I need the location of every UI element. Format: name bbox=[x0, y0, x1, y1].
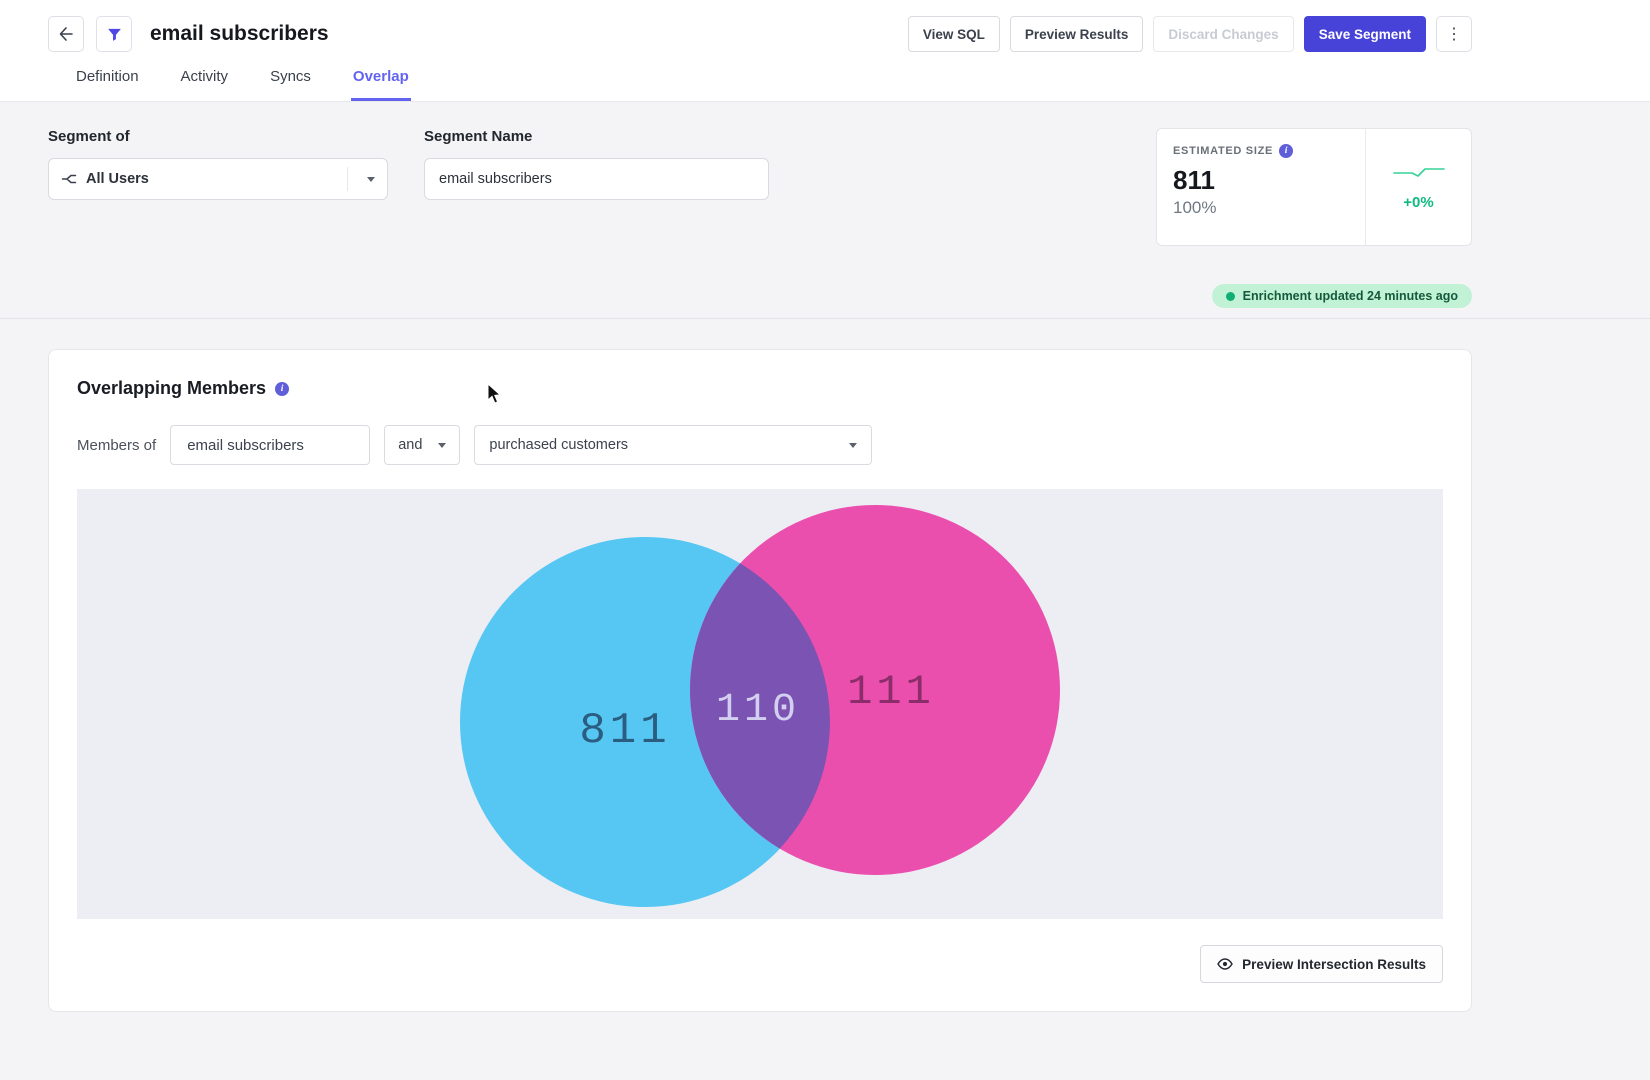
overlapping-members-card: Overlapping Members i Members of email s… bbox=[48, 349, 1472, 1012]
tab-overlap[interactable]: Overlap bbox=[350, 62, 411, 101]
operator-value: and bbox=[398, 437, 423, 453]
dropdown-divider bbox=[347, 167, 348, 191]
funnel-icon bbox=[107, 28, 121, 41]
segment-of-dropdown[interactable]: All Users bbox=[48, 158, 388, 200]
status-dot-icon bbox=[1225, 291, 1235, 301]
chevron-down-icon bbox=[849, 442, 858, 448]
venn-right-value: 111 bbox=[847, 668, 935, 716]
segment-of-value: All Users bbox=[86, 171, 149, 187]
segment-name-input[interactable] bbox=[424, 158, 769, 200]
tab-bar: Definition Activity Syncs Overlap bbox=[48, 62, 1472, 101]
discard-changes-button[interactable]: Discard Changes bbox=[1153, 16, 1294, 52]
chevron-down-icon bbox=[438, 442, 447, 448]
chevron-down-icon bbox=[367, 176, 375, 182]
preview-intersection-label: Preview Intersection Results bbox=[1242, 956, 1426, 972]
back-button[interactable] bbox=[48, 16, 84, 52]
enrichment-status-text: Enrichment updated 24 minutes ago bbox=[1242, 289, 1458, 303]
overlapping-members-heading: Overlapping Members bbox=[77, 378, 267, 398]
preview-intersection-button[interactable]: Preview Intersection Results bbox=[1200, 945, 1443, 983]
venn-intersection bbox=[690, 563, 830, 849]
venn-diagram-panel: 811 110 111 bbox=[77, 489, 1443, 919]
info-icon[interactable]: i bbox=[1279, 144, 1294, 158]
view-sql-button[interactable]: View SQL bbox=[907, 16, 1000, 52]
preview-results-button[interactable]: Preview Results bbox=[1009, 16, 1144, 52]
venn-diagram: 811 110 111 bbox=[460, 505, 1060, 907]
trend-sparkline bbox=[1392, 167, 1445, 177]
kebab-icon: ⋮ bbox=[1446, 26, 1462, 43]
tab-activity[interactable]: Activity bbox=[180, 68, 229, 85]
trend-percent: +0% bbox=[1403, 193, 1434, 211]
estimated-size-value: 811 bbox=[1173, 165, 1215, 195]
tab-syncs[interactable]: Syncs bbox=[270, 68, 311, 85]
estimated-size-percent: 100% bbox=[1173, 198, 1217, 217]
right-segment-value: purchased customers bbox=[489, 437, 629, 453]
venn-left-value: 811 bbox=[579, 706, 670, 756]
left-segment-box[interactable]: email subscribers bbox=[170, 425, 371, 465]
venn-intersection-value: 110 bbox=[716, 688, 800, 733]
tab-definition[interactable]: Definition bbox=[76, 68, 139, 85]
segment-form-band: Segment of All Users Segment Name bbox=[0, 102, 1650, 319]
segment-name-field: Segment Name bbox=[424, 128, 769, 200]
main-content: Overlapping Members i Members of email s… bbox=[0, 319, 1650, 1012]
estimated-size-label: ESTIMATED SIZE bbox=[1173, 145, 1274, 157]
right-segment-select[interactable]: purchased customers bbox=[474, 425, 873, 465]
segment-of-label: Segment of bbox=[48, 128, 130, 145]
overflow-menu-button[interactable]: ⋮ bbox=[1436, 16, 1472, 52]
members-of-label: Members of bbox=[77, 436, 157, 454]
save-segment-button[interactable]: Save Segment bbox=[1303, 16, 1426, 52]
page-title: email subscribers bbox=[150, 22, 329, 45]
arrow-left-icon bbox=[59, 27, 73, 41]
eye-icon bbox=[1217, 958, 1233, 970]
segment-of-field: Segment of All Users bbox=[48, 128, 388, 200]
estimated-size-card: ESTIMATED SIZE i 811 100% +0% bbox=[1156, 128, 1472, 246]
segment-filter-badge bbox=[96, 16, 132, 52]
segment-name-label: Segment Name bbox=[424, 128, 533, 145]
header: email subscribers View SQL Preview Resul… bbox=[0, 0, 1650, 102]
info-icon[interactable]: i bbox=[275, 381, 290, 396]
split-icon bbox=[61, 174, 77, 184]
enrichment-status-badge: Enrichment updated 24 minutes ago bbox=[1211, 284, 1472, 308]
operator-dropdown[interactable]: and bbox=[384, 425, 461, 465]
